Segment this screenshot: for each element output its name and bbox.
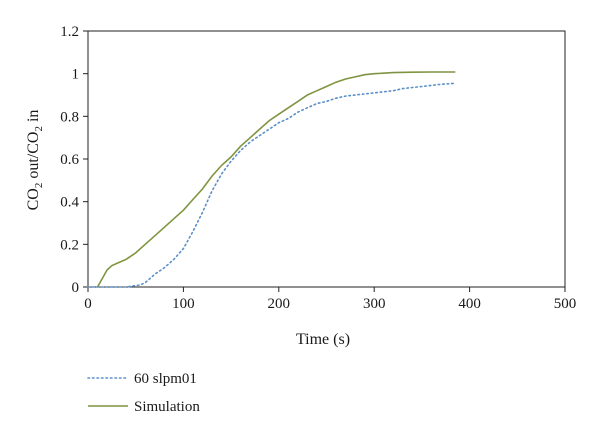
y-tick-label: 1 [72, 67, 80, 83]
plot-border [87, 30, 566, 288]
x-tick-label: 200 [268, 296, 291, 312]
x-tick-label: 100 [172, 296, 195, 312]
x-tick-label: 300 [363, 296, 386, 312]
x-tick-label: 400 [458, 296, 481, 312]
legend: 60 slpm01 Simulation [87, 371, 200, 415]
legend-label-simulation: Simulation [134, 399, 200, 415]
series-line-60-slpm01 [87, 82, 457, 288]
y-tick-label: 0.4 [60, 195, 79, 211]
x-tick-label: 500 [554, 296, 577, 312]
x-tick-label: 0 [84, 296, 92, 312]
series-line-simulation [96, 71, 456, 288]
y-tick-label: 1.2 [60, 24, 79, 40]
y-axis-label: CO2 out/CO2 in [25, 110, 45, 211]
y-tick-label: 0.6 [60, 152, 79, 168]
y-tick-label: 0 [72, 280, 80, 296]
y-tick-label: 0.2 [60, 237, 79, 253]
series-lines [87, 71, 457, 288]
y-tick-label: 0.8 [60, 109, 79, 125]
x-axis-label: Time (s) [296, 331, 350, 348]
x-axis-ticks: 0 100 200 300 400 500 [84, 287, 576, 312]
plot-area [87, 30, 566, 288]
legend-label-60-slpm01: 60 slpm01 [134, 371, 197, 387]
y-axis-ticks: 0 0.2 0.4 0.6 0.8 1 1.2 [60, 24, 88, 296]
